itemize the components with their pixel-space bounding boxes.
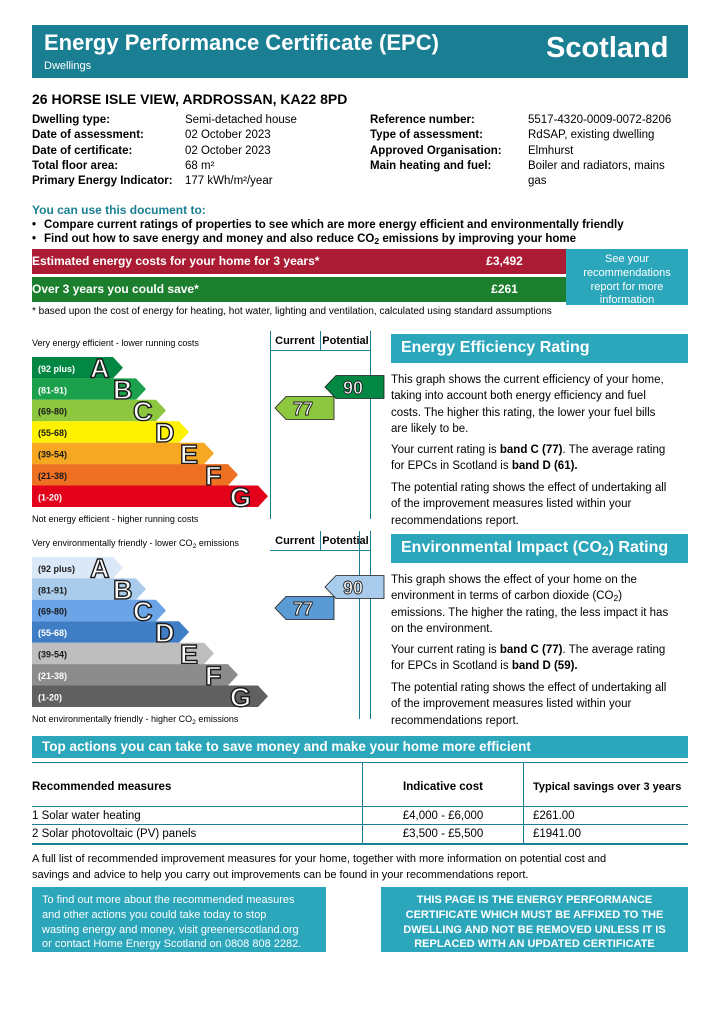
svg-text:(39-54): (39-54) — [38, 450, 67, 460]
svg-text:G: G — [230, 482, 251, 512]
svg-text:(81-91): (81-91) — [38, 385, 67, 395]
svg-text:(39-54): (39-54) — [38, 650, 67, 660]
svg-text:(55-68): (55-68) — [38, 428, 67, 438]
svg-text:(92 plus): (92 plus) — [38, 364, 75, 374]
svg-text:(81-91): (81-91) — [38, 585, 67, 595]
svg-text:90: 90 — [343, 578, 363, 598]
svg-text:(21-38): (21-38) — [38, 671, 67, 681]
svg-text:77: 77 — [293, 399, 313, 419]
svg-text:(69-80): (69-80) — [38, 607, 67, 617]
svg-text:(21-38): (21-38) — [38, 471, 67, 481]
svg-text:(55-68): (55-68) — [38, 628, 67, 638]
svg-text:G: G — [230, 682, 251, 712]
svg-text:(1-20): (1-20) — [38, 692, 62, 702]
svg-text:(69-80): (69-80) — [38, 407, 67, 417]
svg-text:(1-20): (1-20) — [38, 492, 62, 502]
svg-text:77: 77 — [293, 599, 313, 619]
svg-text:(92 plus): (92 plus) — [38, 564, 75, 574]
svg-text:90: 90 — [343, 378, 363, 398]
